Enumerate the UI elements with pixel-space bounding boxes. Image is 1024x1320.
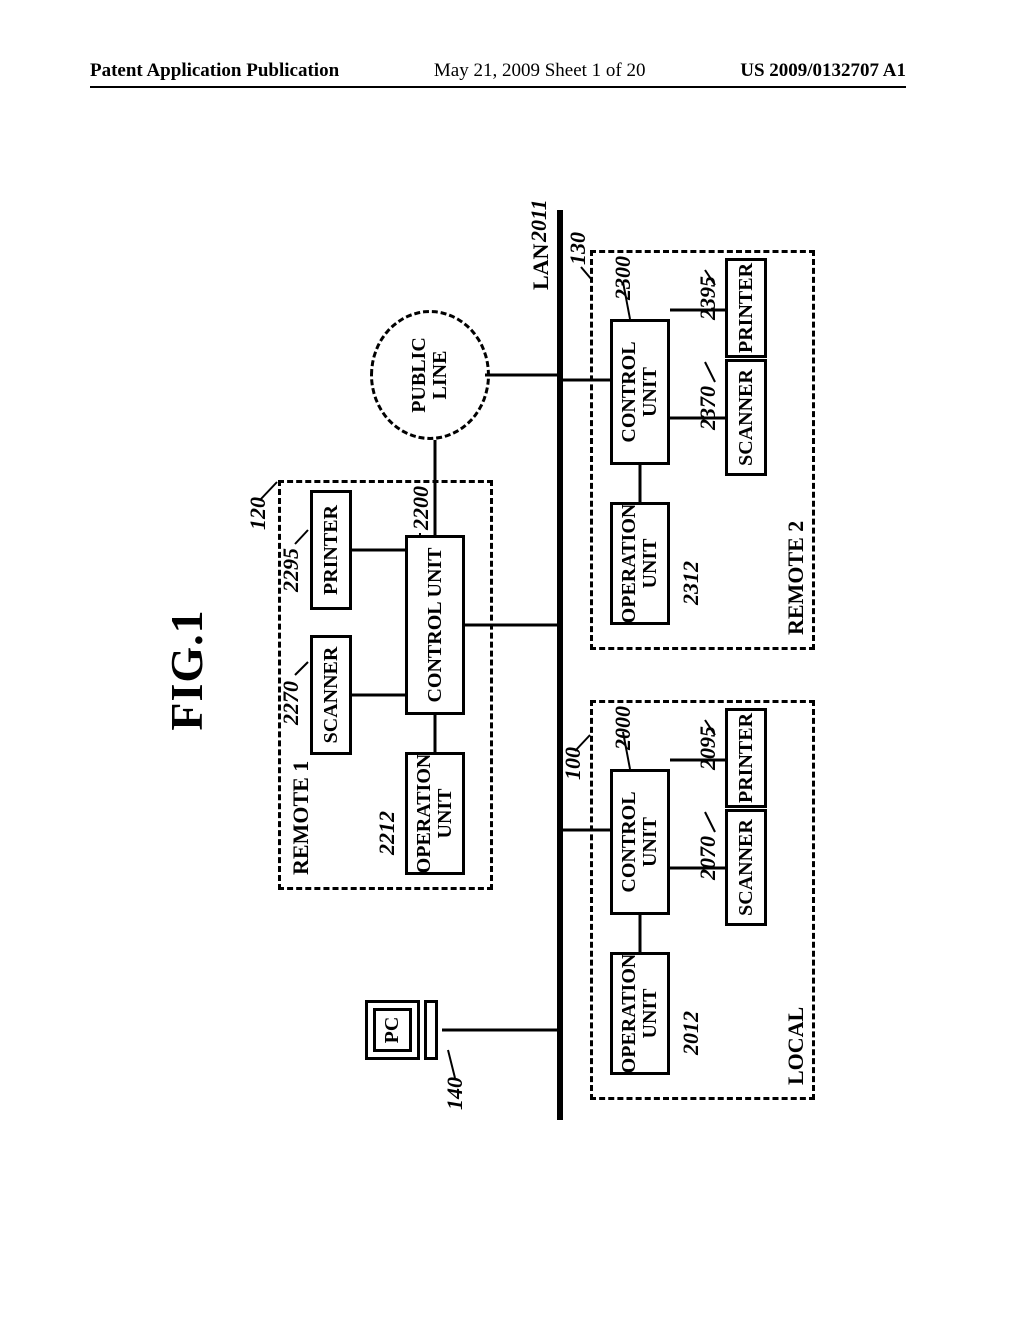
local-scanner: SCANNER (725, 809, 767, 926)
remote2-scanner-label: SCANNER (736, 369, 757, 466)
local-control-unit: CONTROL UNIT (610, 769, 670, 915)
publication-type: Patent Application Publication (90, 60, 339, 82)
remote1-control-unit-ref: 2200 (408, 486, 434, 530)
local-control-unit-label: CONTROL UNIT (619, 778, 661, 906)
remote2-ref: 130 (565, 232, 591, 265)
local-operation-unit-ref: 2012 (678, 1011, 704, 1055)
local-ref: 100 (560, 747, 586, 780)
remote1-printer-label: PRINTER (321, 505, 342, 595)
remote1-name: REMOTE 1 (288, 761, 314, 875)
remote1-scanner-ref: 2270 (278, 681, 304, 725)
remote2-scanner-ref: 2370 (695, 386, 721, 430)
remote2-control-unit-label: CONTROL UNIT (619, 328, 661, 456)
remote1-printer: PRINTER (310, 490, 352, 610)
remote1-printer-ref: 2295 (278, 548, 304, 592)
remote2-control-unit: CONTROL UNIT (610, 319, 670, 465)
local-operation-unit: OPERATION UNIT (610, 952, 670, 1075)
remote2-operation-unit: OPERATION UNIT (610, 502, 670, 625)
lan-label: LAN (528, 244, 554, 290)
publication-date-sheet: May 21, 2009 Sheet 1 of 20 (434, 60, 646, 82)
remote1-operation-unit: OPERATION UNIT (405, 752, 465, 875)
remote2-printer-label: PRINTER (736, 263, 757, 353)
local-name: LOCAL (783, 1007, 809, 1085)
local-operation-unit-label: OPERATION UNIT (619, 954, 661, 1074)
page: Patent Application Publication May 21, 2… (0, 0, 1024, 1320)
public-line-node: PUBLIC LINE (370, 310, 490, 440)
lan-ref: 2011 (526, 199, 552, 242)
local-printer-label: PRINTER (736, 713, 757, 803)
remote1-operation-unit-label: OPERATION UNIT (414, 754, 456, 874)
pc-ref: 140 (442, 1077, 468, 1110)
local-printer-ref: 2095 (695, 726, 721, 770)
remote2-operation-unit-ref: 2312 (678, 561, 704, 605)
remote2-control-unit-ref: 2300 (610, 256, 636, 300)
pc-base (424, 1000, 438, 1060)
figure-canvas: FIG.1 (160, 170, 880, 1170)
remote2-scanner: SCANNER (725, 359, 767, 476)
remote2-printer-ref: 2395 (695, 276, 721, 320)
public-line-label: PUBLIC LINE (409, 313, 451, 437)
pc-screen-label: PC (373, 1008, 412, 1052)
remote1-control-unit: CONTROL UNIT (405, 535, 465, 715)
local-scanner-label: SCANNER (736, 819, 757, 916)
remote1-scanner-label: SCANNER (321, 647, 342, 744)
page-header: Patent Application Publication May 21, 2… (90, 60, 906, 88)
publication-number: US 2009/0132707 A1 (740, 60, 906, 82)
pc-monitor: PC (365, 1000, 420, 1060)
remote1-scanner: SCANNER (310, 635, 352, 755)
remote1-operation-unit-ref: 2212 (374, 811, 400, 855)
local-printer: PRINTER (725, 708, 767, 808)
remote2-name: REMOTE 2 (783, 521, 809, 635)
remote2-printer: PRINTER (725, 258, 767, 358)
remote1-ref: 120 (245, 497, 271, 530)
figure-rotated-container: FIG.1 (20, 310, 1020, 1030)
remote1-control-unit-label: CONTROL UNIT (425, 547, 446, 702)
remote2-operation-unit-label: OPERATION UNIT (619, 504, 661, 624)
local-control-unit-ref: 2000 (610, 706, 636, 750)
local-scanner-ref: 2070 (695, 836, 721, 880)
